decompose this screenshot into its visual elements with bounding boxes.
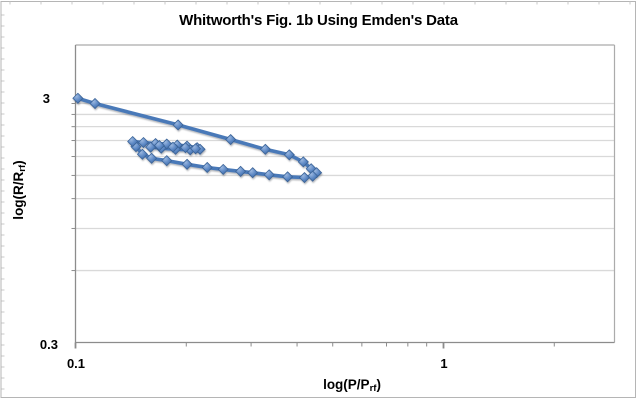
gridlines <box>75 102 615 272</box>
y-axis-title: log(R/Rrf) <box>10 160 28 220</box>
chart-title: Whitworth's Fig. 1b Using Emden's Data <box>179 12 458 29</box>
data-point-marker[interactable] <box>298 171 311 184</box>
data-point-marker[interactable] <box>72 92 84 104</box>
data-point-marker[interactable] <box>161 155 173 167</box>
data-point-marker[interactable] <box>283 149 295 161</box>
data-point-marker[interactable] <box>153 140 165 152</box>
data-point-marker[interactable] <box>247 167 259 179</box>
data-point-marker[interactable] <box>297 156 309 168</box>
data-point-marker[interactable] <box>179 142 192 154</box>
data-point-marker[interactable] <box>137 136 150 149</box>
x-axis-title-subscript: rf <box>369 383 377 394</box>
axis-ticks <box>71 103 555 349</box>
y-tick-label-3: 3 <box>42 91 50 106</box>
data-point-marker[interactable] <box>146 152 158 164</box>
x-tick-label-1: 1 <box>440 356 448 371</box>
data-point-marker[interactable] <box>225 133 237 146</box>
data-point-marker[interactable] <box>263 169 275 181</box>
data-point-marker[interactable] <box>282 171 294 183</box>
data-point-marker[interactable] <box>190 143 202 155</box>
data-point-marker[interactable] <box>127 135 139 148</box>
data-point-marker[interactable] <box>172 119 184 131</box>
data-point-marker[interactable] <box>259 143 271 155</box>
data-point-marker[interactable] <box>181 158 193 170</box>
data-point-marker[interactable] <box>167 141 179 153</box>
plot-area <box>75 45 615 343</box>
data-point-marker[interactable] <box>307 170 319 182</box>
data-point-marker[interactable] <box>235 165 247 177</box>
x-axis-title-text: log(P/P <box>323 377 370 392</box>
data-point-marker[interactable] <box>89 97 101 110</box>
data-point-marker[interactable] <box>217 163 229 175</box>
y-axis-title-subscript: rf <box>16 164 28 172</box>
data-point-marker[interactable] <box>136 148 148 160</box>
x-axis-title: log(P/Prf) <box>202 377 502 394</box>
y-axis-title-text: log(R/R <box>10 171 26 220</box>
x-tick-label-0-1: 0.1 <box>66 356 86 371</box>
data-point-marker[interactable] <box>201 161 213 174</box>
x-axis-title-close: ) <box>376 377 381 392</box>
y-tick-label-0-3: 0.3 <box>39 337 58 352</box>
outer-frame <box>0 1 636 398</box>
ruler-ticks <box>1 1 631 390</box>
y-axis-title-close: ) <box>10 160 26 165</box>
series-emden-data[interactable] <box>72 92 323 184</box>
